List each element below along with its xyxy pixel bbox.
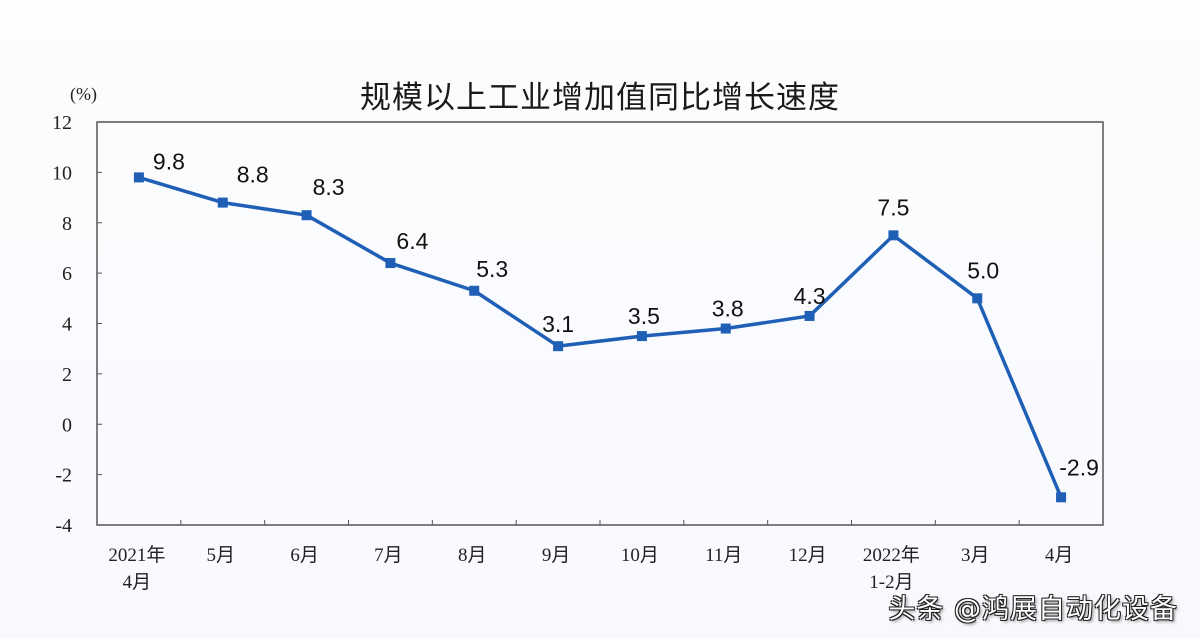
x-tick-label: 9月	[542, 545, 571, 566]
y-tick-label: 0	[62, 414, 72, 436]
x-tick-label: 4月	[123, 572, 152, 593]
data-point-marker	[636, 331, 647, 342]
data-point-marker	[553, 341, 564, 352]
x-tick-label: 7月	[374, 545, 403, 566]
x-tick-label: 6月	[290, 545, 319, 566]
y-tick-label: 6	[62, 263, 72, 285]
y-tick-label: -4	[55, 515, 72, 537]
data-point-marker	[469, 285, 480, 296]
x-tick-label: 2022年	[863, 544, 920, 566]
data-point-marker	[804, 310, 815, 321]
y-tick-label: 12	[52, 112, 72, 134]
data-label: 3.1	[542, 311, 574, 337]
watermark: 头条 @鸿展自动化设备	[888, 594, 1178, 625]
data-label: 4.3	[794, 283, 826, 309]
data-label: -2.9	[1059, 454, 1099, 480]
x-tick-label: 4月	[1045, 545, 1074, 566]
data-point-marker	[720, 323, 731, 334]
data-label: 7.5	[877, 194, 909, 220]
data-label: 3.5	[628, 303, 660, 329]
data-label: 5.0	[967, 257, 999, 283]
data-line	[138, 175, 1063, 498]
x-tick-label: 1-2月	[869, 572, 913, 593]
data-point-marker	[1056, 492, 1067, 503]
data-point-marker	[972, 293, 983, 304]
data-label: 3.8	[712, 296, 744, 322]
x-tick-label: 5月	[206, 545, 235, 566]
data-label: 8.8	[237, 162, 269, 188]
x-tick-label: 8月	[458, 545, 487, 566]
data-point-marker	[133, 172, 144, 183]
data-point-marker	[888, 230, 899, 241]
data-point-marker	[217, 197, 228, 208]
y-tick-label: 2	[62, 364, 72, 386]
y-tick-label: -2	[55, 465, 72, 487]
data-label: 8.3	[313, 174, 345, 200]
data-label: 9.8	[153, 148, 185, 174]
y-tick-label: 4	[62, 314, 72, 336]
x-tick-label: 10月	[621, 545, 659, 566]
data-point-marker	[385, 258, 396, 269]
x-tick-label: 11月	[705, 545, 742, 566]
x-tick-label: 3月	[961, 545, 990, 566]
data-label: 5.3	[476, 256, 508, 282]
chart-title: 规模以上工业增加值同比增长速度	[360, 80, 840, 116]
x-tick-label: 12月	[789, 545, 827, 566]
data-label: 6.4	[396, 228, 428, 254]
y-tick-label: 10	[52, 162, 72, 184]
x-tick-label: 2021年	[108, 544, 165, 566]
y-tick-label: 8	[62, 213, 72, 235]
y-axis-unit-label: (%)	[70, 84, 97, 104]
data-point-marker	[301, 210, 312, 221]
